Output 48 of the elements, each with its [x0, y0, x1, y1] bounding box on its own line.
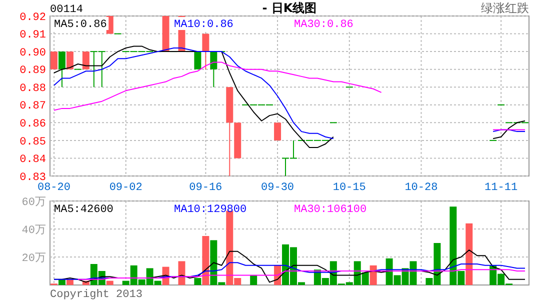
bar [202, 236, 210, 285]
y-tick-label: 0.89 [20, 65, 46, 78]
bar [370, 265, 377, 285]
x-tick-label: 08-20 [37, 182, 70, 194]
bar [66, 279, 74, 285]
y-tick-label: 0.84 [20, 154, 46, 166]
x-tick-label: 09-30 [261, 182, 294, 194]
x-tick-label: 09-02 [109, 182, 142, 194]
text: MA10:129800 [174, 204, 247, 216]
y-tick-label: 40万 [22, 224, 46, 237]
series-label: MA10:0.86 [174, 19, 234, 31]
candlestick [202, 33, 210, 70]
chart-title: - 日K线图 [262, 1, 317, 15]
x-tick-label: 10-28 [404, 182, 438, 194]
bar [178, 261, 186, 285]
candlestick [58, 51, 66, 88]
bar [250, 275, 258, 285]
candlestick [194, 51, 202, 70]
y-tick-label: 20万 [22, 252, 46, 265]
candlestick [82, 51, 90, 70]
y-tick-label: 60万 [22, 196, 46, 209]
y-tick-label: 0.91 [20, 30, 46, 42]
y-tick-label: 0.86 [20, 118, 46, 131]
y-tick-label: 0.92 [20, 12, 46, 24]
x-tick-label: 10-15 [332, 182, 366, 194]
y-tick-label: 0.83 [20, 172, 46, 184]
y-tick-label: 0.85 [20, 136, 46, 148]
bar [466, 223, 473, 285]
x-tick-label: 11-11 [484, 182, 518, 194]
text: MA5:0.86 [54, 19, 107, 31]
text: MA5:42600 [54, 204, 114, 216]
bar [106, 280, 114, 285]
candlestick [66, 51, 74, 70]
y-tick-label: 0.87 [20, 100, 46, 113]
candlestick [274, 122, 282, 141]
bar [194, 278, 202, 285]
y-tick-label: 0.90 [20, 47, 46, 60]
text: Copyright 2013 [50, 289, 142, 300]
text: MA30:0.86 [294, 19, 354, 31]
x-tick-label: 09-16 [189, 182, 222, 194]
chart-subtitle: 00114 [50, 4, 84, 16]
text: MA30:106100 [294, 204, 367, 216]
candlestick [50, 51, 58, 70]
candlestick [210, 51, 218, 88]
line-series [77, 269, 526, 280]
text: 绿涨红跌 [481, 1, 529, 15]
bar [58, 279, 66, 285]
y-tick-label: 0.88 [20, 82, 46, 95]
